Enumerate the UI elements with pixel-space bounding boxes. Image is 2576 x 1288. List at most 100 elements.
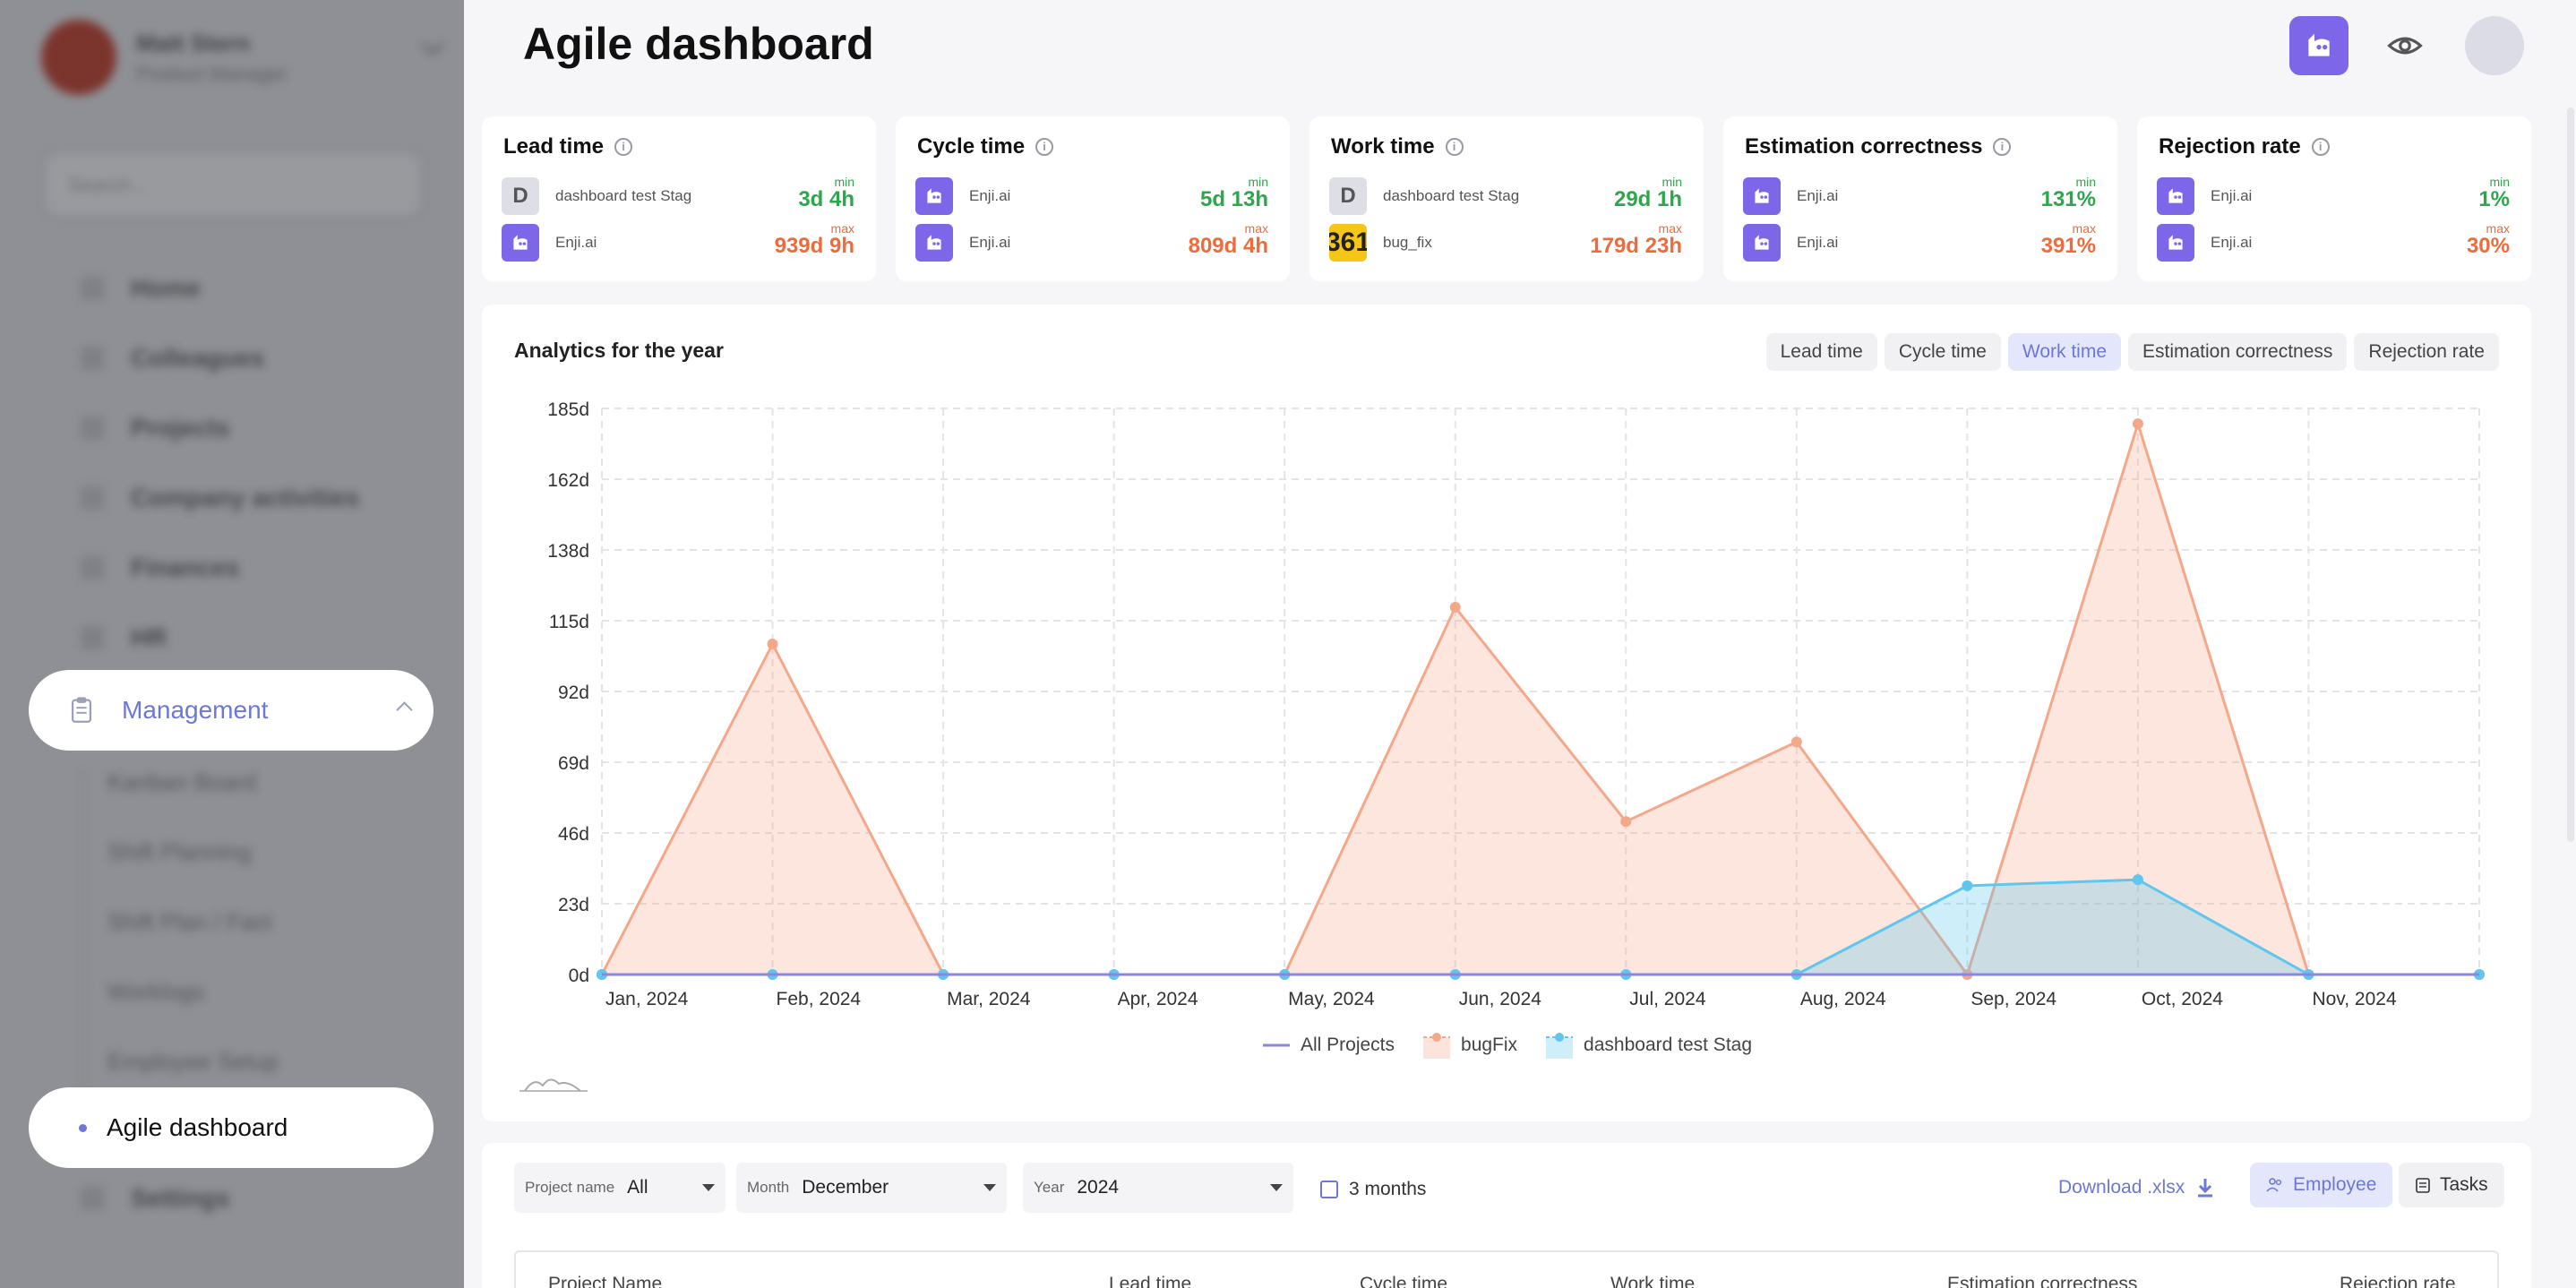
x-tick-label: Mar, 2024 — [947, 989, 1031, 1009]
download-xlsx-link[interactable]: Download .xlsx — [2058, 1177, 2215, 1198]
chevron-up-icon[interactable] — [396, 701, 413, 718]
user-avatar[interactable] — [2465, 16, 2524, 75]
metric-min-row: Enji.ai — [915, 177, 1010, 215]
metric-number: 179d 23h — [1590, 234, 1682, 258]
tab-rejection-rate[interactable]: Rejection rate — [2354, 333, 2499, 371]
column-header[interactable]: Project Name — [548, 1274, 663, 1288]
sidebar-item-company-activities[interactable]: Company activities — [81, 484, 359, 512]
sidebar-subitem-worklogs[interactable]: Worklogs — [107, 978, 204, 1005]
legend-item[interactable]: bugFix — [1421, 1030, 1517, 1060]
column-header[interactable]: Rejection rate — [2340, 1274, 2456, 1288]
y-tick-label: 138d — [547, 541, 589, 562]
info-icon[interactable]: i — [1993, 138, 2012, 156]
scrollbar-thumb[interactable] — [2567, 107, 2574, 842]
submenu-line — [82, 770, 84, 1129]
data-point — [2132, 418, 2143, 430]
profile[interactable]: Matt Stern Product Manager — [41, 20, 288, 95]
sidebar-item-settings[interactable]: Settings — [81, 1184, 229, 1213]
sidebar-subitem-agile-dashboard[interactable]: Agile dashboard — [29, 1087, 434, 1168]
legend-item[interactable]: dashboard test Stag — [1544, 1030, 1752, 1060]
info-icon[interactable]: i — [1035, 138, 1054, 156]
analytics-title: Analytics for the year — [514, 339, 724, 362]
metric-min-value: min 3d 4h — [798, 176, 854, 211]
sidebar-subitem-shift-planning[interactable]: Shift Planning — [107, 838, 252, 865]
tasks-toggle-button[interactable]: Tasks — [2399, 1163, 2504, 1207]
metric-min-row: Enji.ai — [2157, 177, 2252, 215]
tab-estimation-correctness[interactable]: Estimation correctness — [2128, 333, 2348, 371]
y-tick-label: 92d — [558, 683, 589, 703]
checkbox-box[interactable] — [1320, 1181, 1338, 1198]
profile-name: Matt Stern — [136, 29, 251, 56]
x-tick-label: Jun, 2024 — [1459, 989, 1542, 1009]
month-select[interactable]: Month December — [736, 1163, 1007, 1213]
collapse-sidebar-icon[interactable] — [421, 32, 444, 56]
y-tick-label: 185d — [547, 399, 589, 420]
metric-title-text: Cycle time — [917, 134, 1026, 159]
metric-tag: min — [1662, 175, 1682, 189]
metric-number: 939d 9h — [774, 234, 854, 258]
info-icon[interactable]: i — [1445, 138, 1464, 156]
metric-number: 1% — [2478, 187, 2510, 211]
sidebar-item-finances[interactable]: Finances — [81, 554, 239, 582]
sidebar-item-colleagues[interactable]: Colleagues — [81, 344, 264, 373]
series-line-bugfix — [600, 419, 2479, 978]
legend-item[interactable]: All Projects — [1261, 1030, 1395, 1060]
tab-lead-time[interactable]: Lead time — [1765, 333, 1877, 371]
data-point — [1620, 816, 1632, 828]
metric-max-value: max 391% — [2041, 222, 2096, 258]
y-tick-label: 162d — [547, 470, 589, 491]
enji-logo-icon — [2157, 224, 2194, 262]
sidebar-subitem-kanban[interactable]: Kanban Board — [107, 769, 257, 795]
y-tick-label: 69d — [558, 753, 589, 774]
info-icon[interactable]: i — [2311, 138, 2330, 156]
sidebar-search-input[interactable]: Search... — [45, 152, 421, 217]
analytics-chart: 0d 23d 46d 69d 92d 115d 138d 162d 185d Jan, 2024 F… — [547, 399, 2485, 1009]
metric-tag: min — [1248, 175, 1268, 189]
download-icon — [2198, 1179, 2213, 1198]
column-header[interactable]: Lead time — [1109, 1274, 1192, 1288]
three-months-checkbox[interactable]: 3 months — [1320, 1179, 1426, 1200]
profile-role: Product Manager — [136, 62, 288, 85]
legend-area-icon — [1423, 1033, 1451, 1059]
sidebar-item-home[interactable]: Home — [81, 274, 201, 303]
enji-logo-icon — [1743, 224, 1781, 262]
sidebar-subitem-employee-setup[interactable]: Employee Setup — [107, 1048, 279, 1075]
enji-logo-icon — [2308, 33, 2330, 56]
filter-value: December — [802, 1177, 889, 1198]
employee-toggle-button[interactable]: Employee — [2250, 1163, 2393, 1207]
column-header[interactable]: Work time — [1610, 1274, 1696, 1288]
filter-label: Year — [1034, 1179, 1065, 1196]
column-header[interactable]: Estimation correctness — [1947, 1274, 2138, 1288]
project-avatar: 361 — [1329, 224, 1367, 262]
eye-icon[interactable] — [2384, 27, 2426, 64]
brand-logo-button[interactable] — [2289, 16, 2348, 75]
sidebar-item-projects[interactable]: Projects — [81, 414, 230, 442]
project-avatar: D — [502, 177, 539, 215]
metric-min-value: min 131% — [2041, 176, 2096, 211]
metric-min-value: min 29d 1h — [1614, 176, 1682, 211]
metric-title: Rejection rate i — [2159, 134, 2330, 159]
project-name: Enji.ai — [969, 234, 1011, 251]
project-name: Enji.ai — [969, 187, 1011, 204]
project-name-select[interactable]: Project name All — [514, 1163, 726, 1213]
metric-max-row: 361 bug_fix — [1329, 224, 1432, 262]
year-select[interactable]: Year 2024 — [1023, 1163, 1293, 1213]
activity-icon — [81, 486, 104, 510]
table-header: Project Name Lead time Cycle time Work t… — [514, 1250, 2499, 1288]
column-header[interactable]: Cycle time — [1360, 1274, 1448, 1288]
tab-cycle-time[interactable]: Cycle time — [1884, 333, 2001, 371]
data-point — [1790, 736, 1802, 748]
metric-max-row: Enji.ai — [1743, 224, 1838, 262]
chart-zoom-icon[interactable] — [518, 1068, 589, 1100]
sidebar-subitem-shift-plan-fact[interactable]: Shift Plan / Fact — [107, 908, 272, 935]
filter-label: Project name — [525, 1179, 615, 1196]
sidebar-item-hr[interactable]: HR — [81, 623, 167, 652]
tab-work-time[interactable]: Work time — [2007, 333, 2121, 371]
sidebar-item-management[interactable]: Management — [29, 670, 434, 751]
users-icon — [2266, 1178, 2282, 1192]
metric-tag: min — [834, 175, 854, 189]
info-icon[interactable]: i — [614, 138, 633, 156]
